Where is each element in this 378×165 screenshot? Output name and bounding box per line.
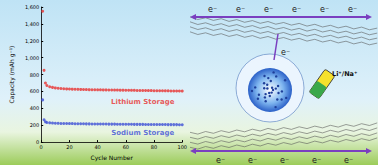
svg-text:1,200: 1,200 [25, 38, 39, 44]
svg-text:e⁻: e⁻ [264, 5, 273, 14]
svg-text:e⁻: e⁻ [216, 156, 225, 165]
svg-text:e⁻: e⁻ [208, 5, 217, 14]
svg-text:e⁻: e⁻ [344, 156, 353, 165]
svg-text:Lithium Storage: Lithium Storage [111, 98, 175, 106]
svg-text:1,600: 1,600 [25, 4, 39, 10]
svg-text:800: 800 [30, 72, 40, 78]
svg-text:400: 400 [30, 105, 40, 111]
svg-text:Capacity (mAh g⁻¹): Capacity (mAh g⁻¹) [8, 46, 16, 104]
svg-text:e⁻: e⁻ [292, 5, 301, 14]
svg-text:0: 0 [40, 144, 43, 150]
svg-text:e⁻: e⁻ [236, 5, 245, 14]
svg-text:e⁻: e⁻ [248, 156, 257, 165]
svg-text:80: 80 [151, 144, 157, 150]
svg-text:e⁻: e⁻ [348, 5, 357, 14]
svg-text:200: 200 [30, 122, 40, 128]
svg-text:Li⁺/Na⁺: Li⁺/Na⁺ [332, 70, 357, 78]
svg-text:e⁻: e⁻ [312, 156, 321, 165]
svg-text:e⁻: e⁻ [320, 5, 329, 14]
svg-text:0: 0 [36, 139, 40, 146]
svg-text:e⁻: e⁻ [281, 48, 290, 57]
svg-text:40: 40 [94, 144, 100, 150]
svg-text:1,000: 1,000 [25, 55, 39, 61]
svg-text:Cycle Number: Cycle Number [91, 154, 134, 162]
svg-text:600: 600 [30, 88, 40, 94]
svg-text:Sodium Storage: Sodium Storage [111, 129, 174, 137]
svg-text:20: 20 [66, 144, 72, 150]
svg-text:100: 100 [177, 144, 187, 150]
svg-text:1,400: 1,400 [25, 21, 39, 27]
svg-text:e⁻: e⁻ [280, 156, 289, 165]
svg-text:60: 60 [123, 144, 129, 150]
